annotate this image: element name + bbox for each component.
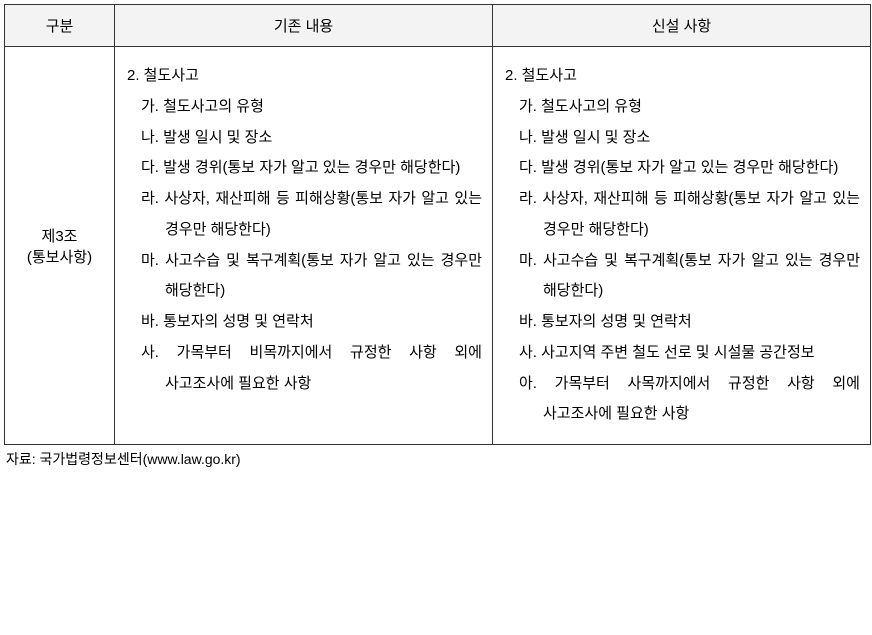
table-header-row: 구분 기존 내용 신설 사항	[5, 5, 871, 47]
comparison-table: 구분 기존 내용 신설 사항 제3조 (통보사항) 2. 철도사고 가. 철도사…	[4, 4, 871, 445]
new-item: 바. 통보자의 성명 및 연락처	[505, 307, 860, 338]
header-category: 구분	[5, 5, 115, 47]
new-content-cell: 2. 철도사고 가. 철도사고의 유형 나. 발생 일시 및 장소 다. 발생 …	[493, 47, 871, 445]
existing-item: 바. 통보자의 성명 및 연락처	[127, 307, 482, 338]
existing-item: 가. 철도사고의 유형	[127, 92, 482, 123]
new-section-title: 2. 철도사고	[505, 61, 860, 92]
existing-item: 다. 발생 경위(통보 자가 알고 있는 경우만 해당한다)	[127, 153, 482, 184]
header-new: 신설 사항	[493, 5, 871, 47]
new-item: 다. 발생 경위(통보 자가 알고 있는 경우만 해당한다)	[505, 153, 860, 184]
row-label-cell: 제3조 (통보사항)	[5, 47, 115, 445]
header-existing: 기존 내용	[115, 5, 493, 47]
new-item: 사. 사고지역 주변 철도 선로 및 시설물 공간정보	[505, 338, 860, 369]
new-item: 마. 사고수습 및 복구계획(통보 자가 알고 있는 경우만 해당한다)	[505, 246, 860, 308]
table-row: 제3조 (통보사항) 2. 철도사고 가. 철도사고의 유형 나. 발생 일시 …	[5, 47, 871, 445]
existing-item: 나. 발생 일시 및 장소	[127, 123, 482, 154]
source-footnote: 자료: 국가법령정보센터(www.law.go.kr)	[4, 445, 868, 469]
row-label-line1: 제3조	[42, 228, 78, 245]
existing-item: 사. 가목부터 비목까지에서 규정한 사항 외에 사고조사에 필요한 사항	[127, 338, 482, 400]
new-item: 나. 발생 일시 및 장소	[505, 123, 860, 154]
existing-section-title: 2. 철도사고	[127, 61, 482, 92]
new-item: 아. 가목부터 사목까지에서 규정한 사항 외에 사고조사에 필요한 사항	[505, 369, 860, 431]
new-item: 가. 철도사고의 유형	[505, 92, 860, 123]
existing-item: 마. 사고수습 및 복구계획(통보 자가 알고 있는 경우만 해당한다)	[127, 246, 482, 308]
existing-content-cell: 2. 철도사고 가. 철도사고의 유형 나. 발생 일시 및 장소 다. 발생 …	[115, 47, 493, 445]
existing-item: 라. 사상자, 재산피해 등 피해상황(통보 자가 알고 있는 경우만 해당한다…	[127, 184, 482, 246]
row-label-line2: (통보사항)	[27, 249, 92, 266]
new-item: 라. 사상자, 재산피해 등 피해상황(통보 자가 알고 있는 경우만 해당한다…	[505, 184, 860, 246]
